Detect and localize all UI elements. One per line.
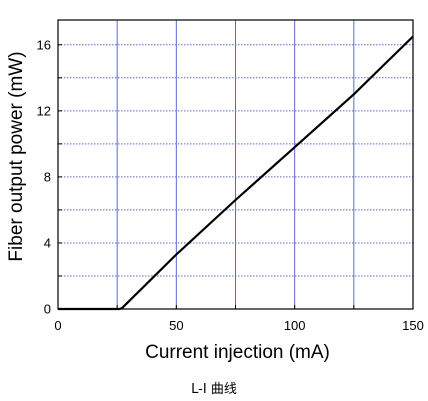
- series-line: [58, 35, 414, 311]
- y-axis-title: Fiber output power (mW): [6, 51, 27, 261]
- x-tick-label: 100: [284, 318, 306, 333]
- y-tick-label: 0: [44, 302, 51, 317]
- grid: [58, 20, 413, 309]
- y-tick-label: 8: [44, 169, 51, 184]
- y-tick-label: 16: [37, 37, 51, 52]
- axis-ticks: 0 50 100 150 0 4 8 12 16: [37, 37, 424, 333]
- x-axis-title: Current injection (mA): [145, 342, 330, 363]
- y-tick-label: 4: [44, 235, 51, 250]
- x-tick-label: 0: [54, 318, 61, 333]
- figure-caption: L-I 曲线: [191, 382, 237, 397]
- x-tick-label: 150: [402, 318, 424, 333]
- y-tick-label: 12: [37, 103, 51, 118]
- series-layer: [58, 35, 414, 311]
- x-tick-label: 50: [169, 318, 183, 333]
